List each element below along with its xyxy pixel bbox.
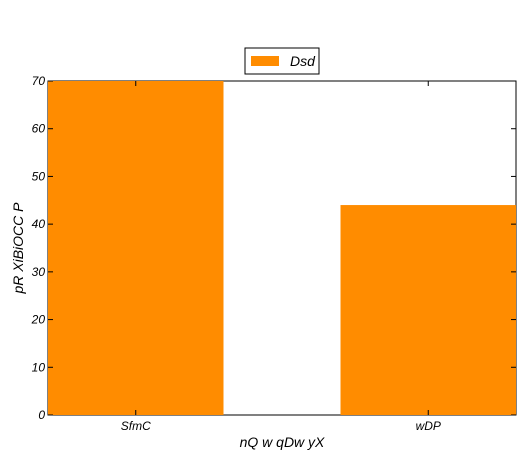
x-tick-label: SfmC: [121, 419, 151, 433]
y-tick-label: 10: [32, 360, 46, 374]
legend-label: Dsd: [290, 53, 316, 69]
bar-SfmC: [48, 81, 224, 415]
y-tick-label: 0: [38, 408, 45, 422]
y-tick-label: 20: [31, 313, 46, 327]
y-tick-label: 50: [32, 169, 46, 183]
x-axis-label: nQ w qDw yX: [240, 434, 325, 450]
y-tick-label: 40: [32, 217, 46, 231]
legend-swatch: [251, 56, 279, 66]
x-axis-ticks: SfmC wDP: [121, 81, 441, 433]
legend: Dsd: [244, 47, 320, 75]
y-tick-label: 70: [32, 74, 46, 88]
y-tick-label: 60: [32, 122, 46, 136]
y-axis-ticks: 0 10 20 30 40 50 60 70: [31, 74, 516, 422]
x-tick-label: wDP: [416, 419, 441, 433]
y-axis-label: pR XiBiOCC P: [10, 202, 26, 295]
y-tick-label: 30: [32, 265, 46, 279]
bar-wDP: [340, 205, 516, 415]
bars-group: [48, 81, 516, 415]
